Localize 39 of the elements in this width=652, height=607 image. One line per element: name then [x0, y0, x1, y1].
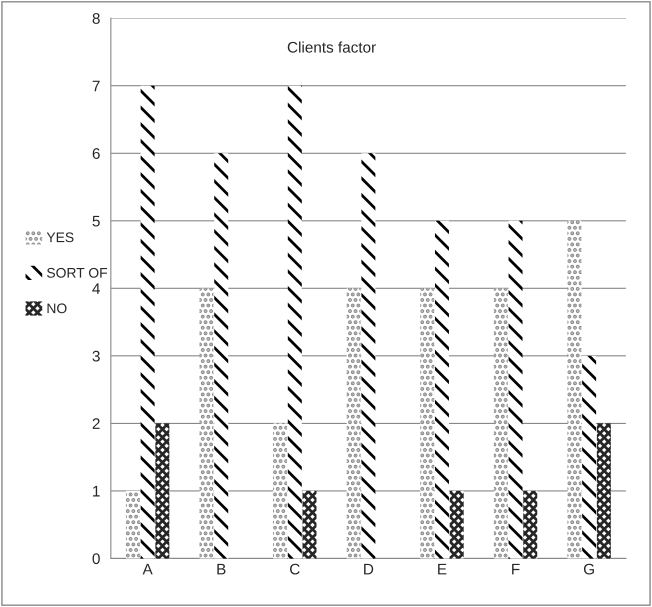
bar: [494, 288, 508, 558]
bar: [214, 153, 228, 558]
x-tick-label: C: [290, 564, 300, 575]
x-tick-label: A: [142, 564, 153, 574]
bar: [523, 490, 538, 558]
x-tick-label: E: [438, 564, 446, 574]
x-tick-label: F: [512, 564, 520, 574]
bar: [450, 490, 464, 558]
bar: [420, 288, 434, 558]
y-tick-label: 5: [92, 216, 100, 226]
y-tick-label: 0: [92, 553, 100, 564]
bar: [346, 288, 361, 558]
y-tick-label: 1: [93, 486, 100, 496]
bar: [200, 288, 214, 558]
legend-label: NO: [48, 303, 67, 314]
y-tick-label: 4: [92, 283, 100, 294]
bar: [155, 423, 170, 558]
y-tick-label: 6: [92, 148, 100, 159]
bar: [434, 220, 449, 558]
y-tick-label: 2: [92, 418, 100, 429]
y-tick-label: 3: [92, 350, 100, 362]
bar: [288, 86, 302, 558]
y-tick-label: 8: [92, 13, 100, 24]
x-tick-label: G: [584, 564, 594, 575]
text: Clients factor: [288, 41, 376, 53]
x-tick-label: D: [364, 564, 374, 574]
legend-label: SORT OF: [47, 268, 108, 278]
bar: [567, 220, 582, 558]
bar: [596, 423, 611, 558]
bar: [508, 220, 523, 558]
bar: [126, 490, 140, 558]
legend-label: YES: [46, 232, 74, 242]
bar: [140, 86, 155, 558]
y-tick-label: 7: [92, 80, 100, 92]
bar: [361, 153, 376, 558]
x-tick-label: B: [217, 564, 226, 574]
bar: [302, 490, 317, 558]
bar: [273, 423, 288, 558]
bar: [582, 356, 596, 558]
